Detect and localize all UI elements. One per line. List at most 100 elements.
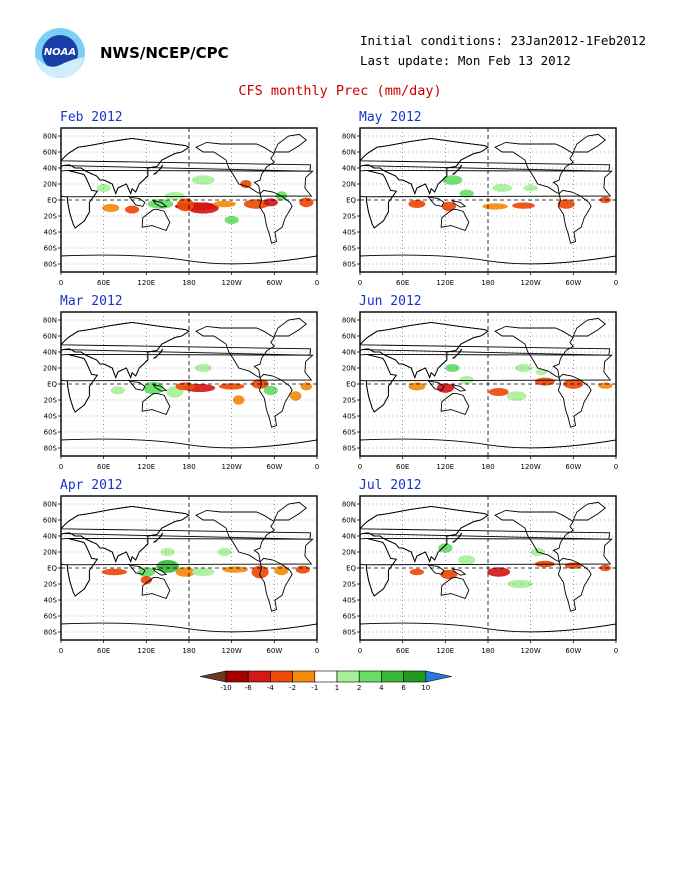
lat-tick-label: 40N — [43, 165, 57, 173]
colorbar-tick-label: -1 — [311, 684, 318, 692]
precip-anomaly-area — [506, 391, 527, 401]
lat-tick-label: 60N — [43, 333, 57, 341]
lat-tick-label: EQ — [346, 197, 356, 205]
precip-anomaly-area — [557, 199, 575, 209]
precip-anomaly-area — [217, 548, 232, 556]
lon-tick-label: 180 — [481, 279, 494, 287]
colorbar-tick-label: 1 — [335, 684, 339, 692]
map-panel: 80N 60N 40N 20N EQ 20S 40S 60S 80S 0 60E 120E 180 120… — [342, 127, 618, 287]
precip-anomaly-area — [535, 368, 548, 376]
lon-tick-label: 60E — [97, 463, 110, 471]
colorbar-tick-label: -4 — [267, 684, 275, 692]
lat-tick-label: 80S — [343, 445, 357, 453]
coastline — [258, 557, 293, 612]
panel-title: Jul 2012 — [359, 478, 422, 493]
colorbar-tick-label: 2 — [357, 684, 361, 692]
lon-tick-label: 120W — [222, 463, 242, 471]
coastline — [440, 209, 470, 231]
lat-tick-label: 40S — [343, 597, 357, 605]
lon-tick-label: 180 — [182, 279, 195, 287]
lat-tick-label: 60S — [343, 245, 357, 253]
precip-anomaly-area — [191, 175, 215, 185]
lat-tick-label: 20N — [342, 549, 356, 557]
lon-tick-label: 60W — [565, 647, 581, 655]
lon-tick-label: 0 — [614, 463, 618, 471]
lat-tick-label: 60N — [342, 517, 356, 525]
coastline — [258, 189, 293, 244]
coastline — [128, 379, 146, 391]
coastline — [494, 509, 575, 563]
lat-tick-label: EQ — [47, 565, 57, 573]
coastline — [195, 509, 276, 563]
coastline — [451, 384, 467, 392]
lon-tick-label: 0 — [358, 463, 362, 471]
coastline — [557, 373, 592, 428]
lat-tick-label: 40N — [43, 349, 57, 357]
precip-anomaly-area — [160, 548, 175, 556]
coastline — [440, 577, 470, 599]
coastline — [273, 133, 308, 153]
coastline — [557, 557, 592, 612]
lat-tick-label: 40N — [43, 533, 57, 541]
lat-tick-label: 60N — [342, 149, 356, 157]
precip-anomaly-area — [176, 198, 194, 212]
lat-tick-label: 80S — [44, 261, 58, 269]
coastline — [451, 200, 467, 208]
lat-tick-label: 80N — [43, 501, 57, 509]
precip-anomaly-area — [218, 383, 245, 390]
precip-anomaly-area — [442, 175, 463, 185]
colorbar-cell — [358, 670, 382, 683]
lat-tick-label: 60S — [44, 245, 58, 253]
precip-anomaly-area — [222, 566, 249, 573]
precip-anomaly-area — [175, 567, 196, 577]
precip-anomaly-area — [459, 189, 474, 198]
lat-tick-label: 60S — [343, 429, 357, 437]
lat-tick-label: EQ — [346, 381, 356, 389]
panel-title: Mar 2012 — [60, 294, 123, 309]
panel-title: Feb 2012 — [60, 110, 123, 125]
colorbar-cell — [225, 670, 249, 683]
lon-tick-label: 120E — [436, 647, 454, 655]
lon-tick-label: 180 — [182, 463, 195, 471]
lat-tick-label: EQ — [47, 197, 57, 205]
lat-tick-label: 20N — [43, 181, 57, 189]
coastline — [141, 209, 171, 231]
precip-anomaly-area — [440, 569, 458, 580]
lat-tick-label: 80S — [44, 445, 58, 453]
precip-anomaly-area — [233, 395, 245, 405]
map-panel: 80N 60N 40N 20N EQ 20S 40S 60S 80S 0 60E 120E 180 120… — [43, 495, 319, 655]
lon-tick-label: 120E — [436, 279, 454, 287]
lon-tick-label: 0 — [59, 647, 63, 655]
lat-tick-label: 20S — [44, 397, 58, 405]
colorbar-tick-label: -2 — [289, 684, 296, 692]
coastline — [427, 379, 445, 391]
coastline — [128, 563, 146, 575]
lat-tick-label: EQ — [346, 565, 356, 573]
lat-tick-label: 40N — [342, 165, 356, 173]
lon-tick-label: 60E — [396, 647, 409, 655]
lat-tick-label: 40N — [342, 349, 356, 357]
lon-tick-label: 120E — [436, 463, 454, 471]
colorbar-tick-label: 10 — [421, 684, 430, 692]
colorbar-arrow-low — [199, 670, 227, 683]
precip-anomaly-area — [156, 560, 180, 573]
colorbar-cell — [381, 670, 404, 683]
colorbar-cell — [247, 670, 271, 683]
colorbar-tick-label: -6 — [245, 684, 253, 692]
lon-tick-label: 0 — [614, 647, 618, 655]
precip-anomaly-area — [191, 568, 215, 576]
precip-anomaly-area — [408, 200, 426, 208]
precip-anomaly-area — [187, 202, 219, 214]
lat-tick-label: 60S — [44, 429, 58, 437]
lon-tick-label: 0 — [59, 463, 63, 471]
lon-tick-label: 120E — [137, 463, 155, 471]
precip-anomaly-area — [147, 199, 174, 209]
lon-tick-label: 180 — [481, 647, 494, 655]
lat-tick-label: 60S — [44, 613, 58, 621]
lon-tick-label: 120W — [222, 279, 242, 287]
lat-tick-label: 60N — [43, 517, 57, 525]
colorbar-tick-label: 6 — [401, 684, 406, 692]
colorbar-arrow-high — [425, 670, 452, 683]
lat-tick-label: 40N — [342, 533, 356, 541]
lon-tick-label: 60E — [396, 279, 409, 287]
